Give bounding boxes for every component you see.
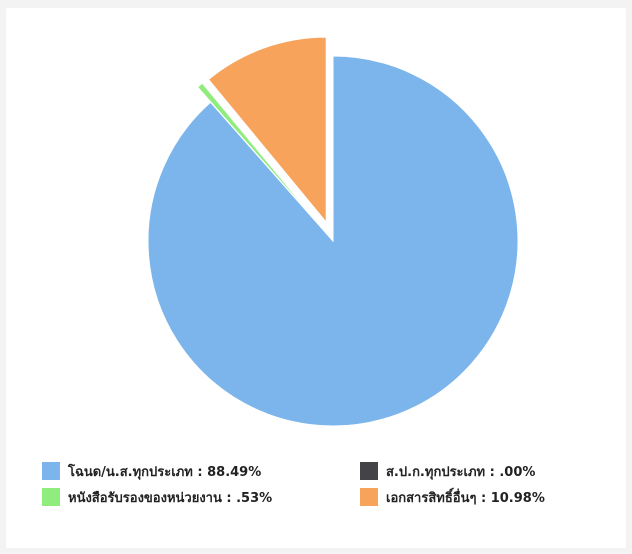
legend-item-agency-certificate[interactable]: หนังสือรับรองของหน่วยงาน : .53% <box>42 487 360 508</box>
legend-label-title-deed: โฉนด/น.ส.ทุกประเภท : 88.49% <box>68 464 262 480</box>
legend-swatch-spk <box>360 462 378 480</box>
legend-row: โฉนด/น.ส.ทุกประเภท : 88.49% ส.ป.ก.ทุกประ… <box>42 458 632 484</box>
pie-slice-other-documents[interactable] <box>207 36 327 224</box>
legend-item-other-documents[interactable]: เอกสารสิทธิ์อื่นๆ : 10.98% <box>360 487 545 508</box>
legend-label-spk: ส.ป.ก.ทุกประเภท : .00% <box>386 464 536 480</box>
pie-chart <box>147 36 519 427</box>
legend-item-spk[interactable]: ส.ป.ก.ทุกประเภท : .00% <box>360 461 535 482</box>
legend-item-title-deed[interactable]: โฉนด/น.ส.ทุกประเภท : 88.49% <box>42 461 360 482</box>
pie-slice-title-deed[interactable] <box>147 55 519 427</box>
legend-row: หนังสือรับรองของหน่วยงาน : .53% เอกสารสิ… <box>42 484 632 510</box>
legend-label-agency-certificate: หนังสือรับรองของหน่วยงาน : .53% <box>68 490 273 506</box>
pie-slice-agency-certificate[interactable] <box>196 82 321 227</box>
legend-label-other-documents: เอกสารสิทธิ์อื่นๆ : 10.98% <box>386 490 545 506</box>
legend-swatch-other-documents <box>360 488 378 506</box>
chart-card: โฉนด/น.ส.ทุกประเภท : 88.49% ส.ป.ก.ทุกประ… <box>6 8 626 548</box>
legend-swatch-agency-certificate <box>42 488 60 506</box>
legend: โฉนด/น.ส.ทุกประเภท : 88.49% ส.ป.ก.ทุกประ… <box>42 458 632 510</box>
legend-swatch-title-deed <box>42 462 60 480</box>
